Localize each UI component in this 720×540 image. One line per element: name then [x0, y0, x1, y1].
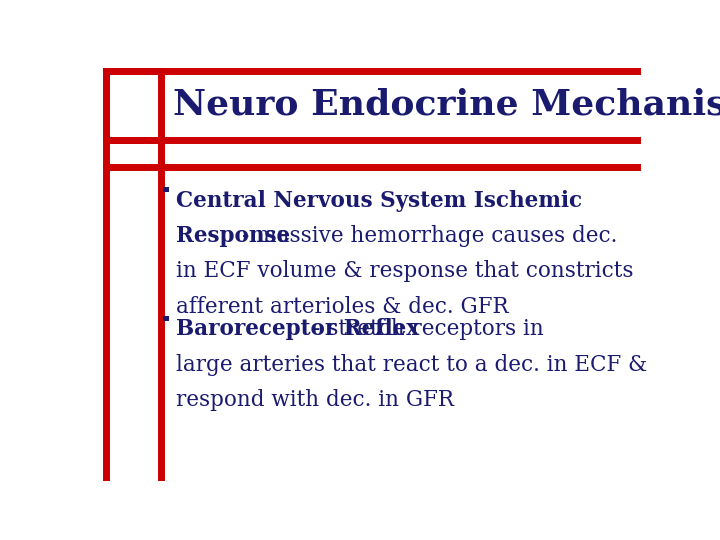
Bar — [163, 315, 169, 321]
Text: - massive hemorrhage causes dec.: - massive hemorrhage causes dec. — [243, 225, 618, 247]
Text: large arteries that react to a dec. in ECF &: large arteries that react to a dec. in E… — [176, 354, 648, 376]
Text: respond with dec. in GFR: respond with dec. in GFR — [176, 389, 454, 411]
Text: Response: Response — [176, 225, 291, 247]
Text: - stretch receptors in: - stretch receptors in — [313, 319, 544, 340]
Bar — [106, 71, 161, 140]
Text: Neuro Endocrine Mechanisms: Neuro Endocrine Mechanisms — [173, 87, 720, 122]
Text: in ECF volume & response that constricts: in ECF volume & response that constricts — [176, 260, 634, 282]
Bar — [163, 187, 169, 192]
Text: afferent arterioles & dec. GFR: afferent arterioles & dec. GFR — [176, 295, 509, 318]
Text: Central Nervous System Ischemic: Central Nervous System Ischemic — [176, 190, 582, 212]
Text: Baroreceptor Reflex: Baroreceptor Reflex — [176, 319, 420, 340]
